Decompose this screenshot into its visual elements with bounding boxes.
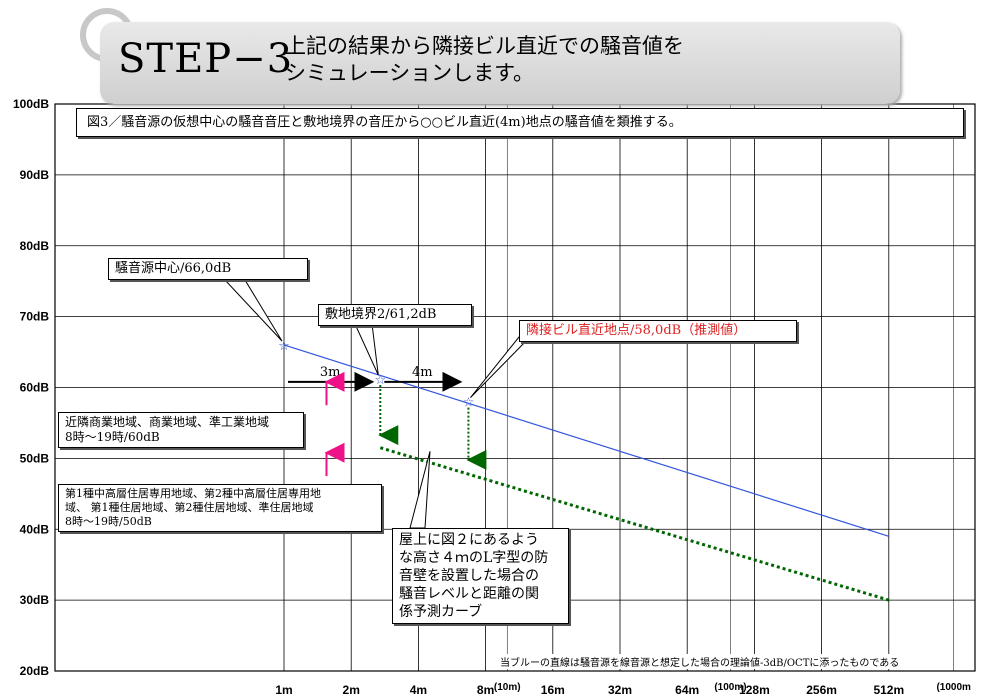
x-tick-label: 16m [541, 683, 565, 697]
y-tick-label: 30dB [20, 593, 50, 607]
annotation-zone60: 近隣商業地域、商業地域、準工業地域 8時～19時/60dB [58, 412, 304, 448]
step-header: STEP−3 上記の結果から隣接ビル直近での騒音値を シミュレーションします。 [100, 22, 900, 104]
star-marker: ☆ [278, 339, 290, 354]
leader-line [354, 323, 379, 376]
x-tick-label: (10m) [494, 682, 521, 693]
annotation-boundary: 敷地境界2/61,2dB [318, 304, 472, 326]
y-tick-label: 20dB [20, 664, 50, 678]
x-tick-label: 32m [608, 683, 632, 697]
x-tick-label: 4m [410, 683, 427, 697]
x-tick-label: 256m [806, 683, 837, 697]
annotation-barrier: 屋上に図２にあるよう な高さ４ｍのL字型の防 音壁を設置した場合の 騒音レベルと… [392, 528, 569, 624]
y-tick-label: 40dB [20, 522, 50, 536]
y-tick-label: 70dB [20, 310, 50, 324]
y-tick-label: 90dB [20, 168, 50, 182]
y-tick-label: 60dB [20, 381, 50, 395]
step-description-line1: 上記の結果から隣接ビル直近での騒音値を [285, 34, 684, 58]
y-tick-label: 100dB [13, 97, 49, 111]
x-tick-label: 8m [477, 683, 494, 697]
star-marker: ☆ [374, 373, 386, 388]
x-tick-label: 2m [343, 683, 360, 697]
x-tick-label: 1m [275, 683, 292, 697]
footnote: 当ブルーの直線は騒音源を線音源と想定した場合の理論値-3dB/OCTに添ったもの… [500, 654, 900, 669]
y-tick-label: 80dB [20, 239, 50, 253]
annotation-neighbor: 隣接ビル直近地点/58,0dB（推測値） [519, 320, 797, 342]
leader-line [409, 451, 431, 529]
x-tick-label: (100m) [714, 682, 746, 693]
leader-line [223, 279, 283, 342]
step-description-line2: シミュレーションします。 [285, 61, 535, 85]
star-marker: ☆ [463, 396, 475, 411]
span-label: 4m [412, 365, 433, 380]
step-label: STEP−3 [118, 36, 294, 82]
span-label: 3m [320, 365, 341, 380]
leader-line [470, 336, 532, 399]
figure-caption: 図3／騒音源の仮想中心の騒音音圧と敷地境界の音圧から○○ビル直近(4m)地点の騒… [76, 108, 964, 137]
step-description: 上記の結果から隣接ビル直近での騒音値を シミュレーションします。 [285, 33, 684, 87]
barrier-curve [379, 446, 890, 602]
theory-line [283, 344, 889, 537]
x-tick-label: 128m [739, 683, 770, 697]
annotation-zone50: 第1種中高層住居専用地域、第2種中高層住居専用地 域、 第1種住居地域、第2種住… [58, 484, 382, 532]
x-tick-label: 64m [675, 683, 699, 697]
x-tick-label: 512m [873, 683, 904, 697]
x-tick-label: (1000m [936, 682, 971, 693]
annotation-source: 騒音源中心/66,0dB [108, 258, 308, 280]
y-tick-label: 50dB [20, 451, 50, 465]
